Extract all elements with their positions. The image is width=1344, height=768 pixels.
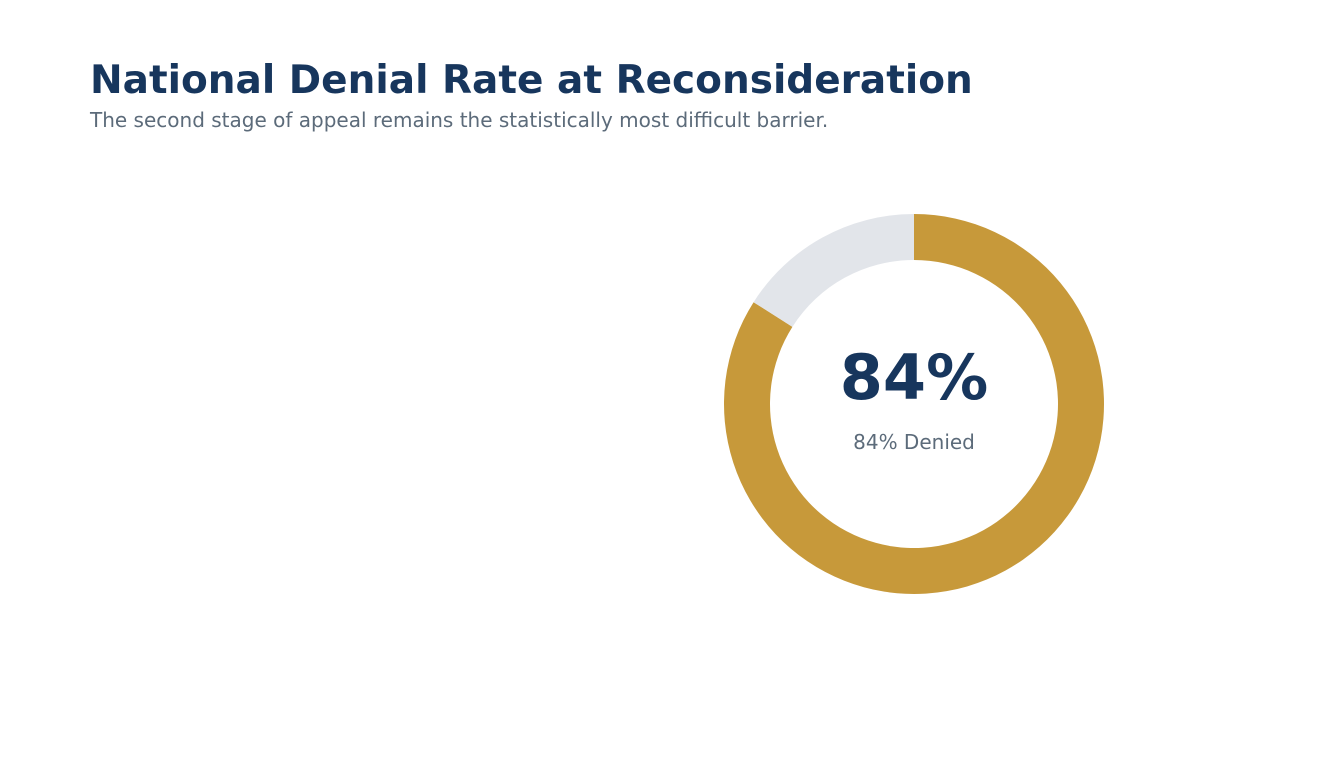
center-label: 84% Denied: [853, 430, 975, 454]
donut-slices: [724, 214, 1104, 594]
chart-title: National Denial Rate at Reconsideration: [90, 58, 973, 103]
center-value: 84%: [840, 341, 988, 414]
chart-subtitle: The second stage of appeal remains the s…: [90, 108, 829, 132]
donut-slice-remainder: [753, 214, 914, 327]
